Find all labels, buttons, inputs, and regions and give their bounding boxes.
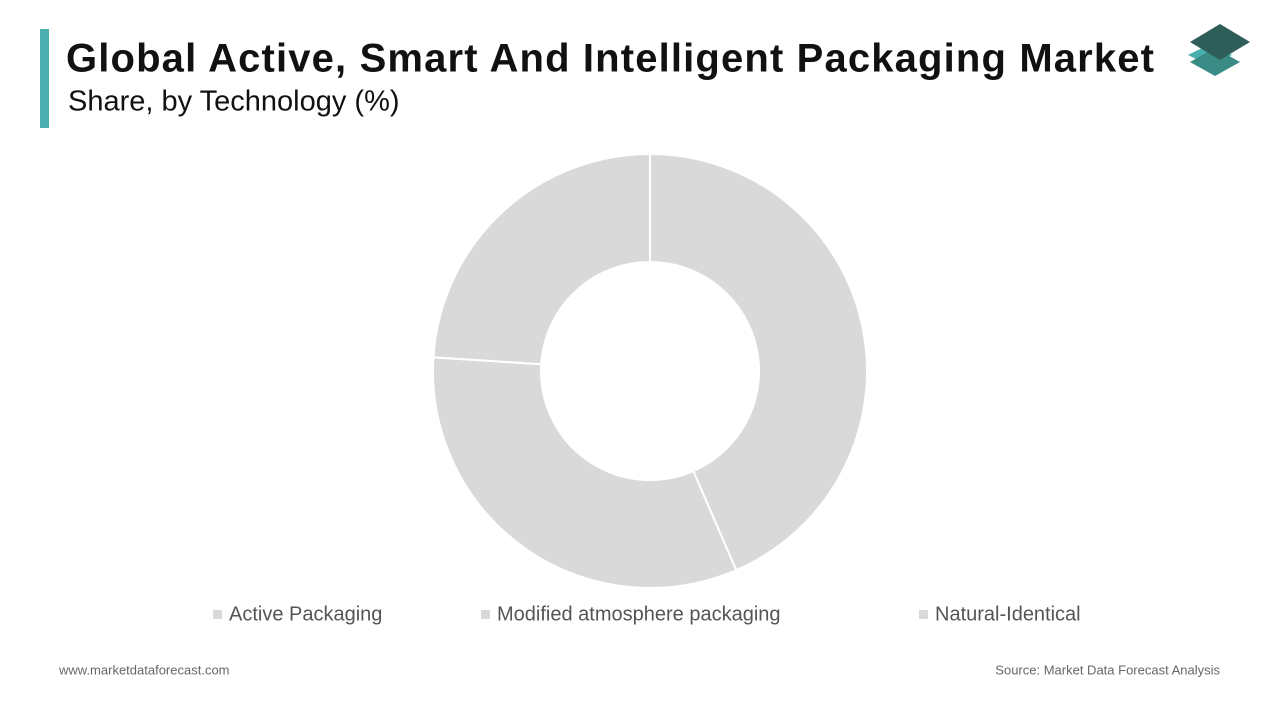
title-accent: [40, 29, 49, 128]
logo: [1188, 24, 1250, 76]
chart-title: Global Active, Smart And Intelligent Pac…: [66, 37, 1154, 81]
donut-slice: [432, 356, 738, 589]
legend-label: Modified atmosphere packaging: [497, 603, 781, 625]
footer-left: www.marketdataforecast.com: [58, 662, 230, 677]
legend-swatch: [919, 610, 928, 619]
donut-slice: [432, 152, 651, 366]
legend-label: Active Packaging: [229, 603, 382, 625]
footer-right: Source: Market Data Forecast Analysis: [995, 662, 1220, 677]
chart-subtitle: Share, by Technology (%): [68, 86, 400, 118]
donut-slice: [649, 152, 868, 572]
legend-swatch: [481, 610, 490, 619]
legend-swatch: [213, 610, 222, 619]
legend-label: Natural-Identical: [935, 603, 1081, 625]
